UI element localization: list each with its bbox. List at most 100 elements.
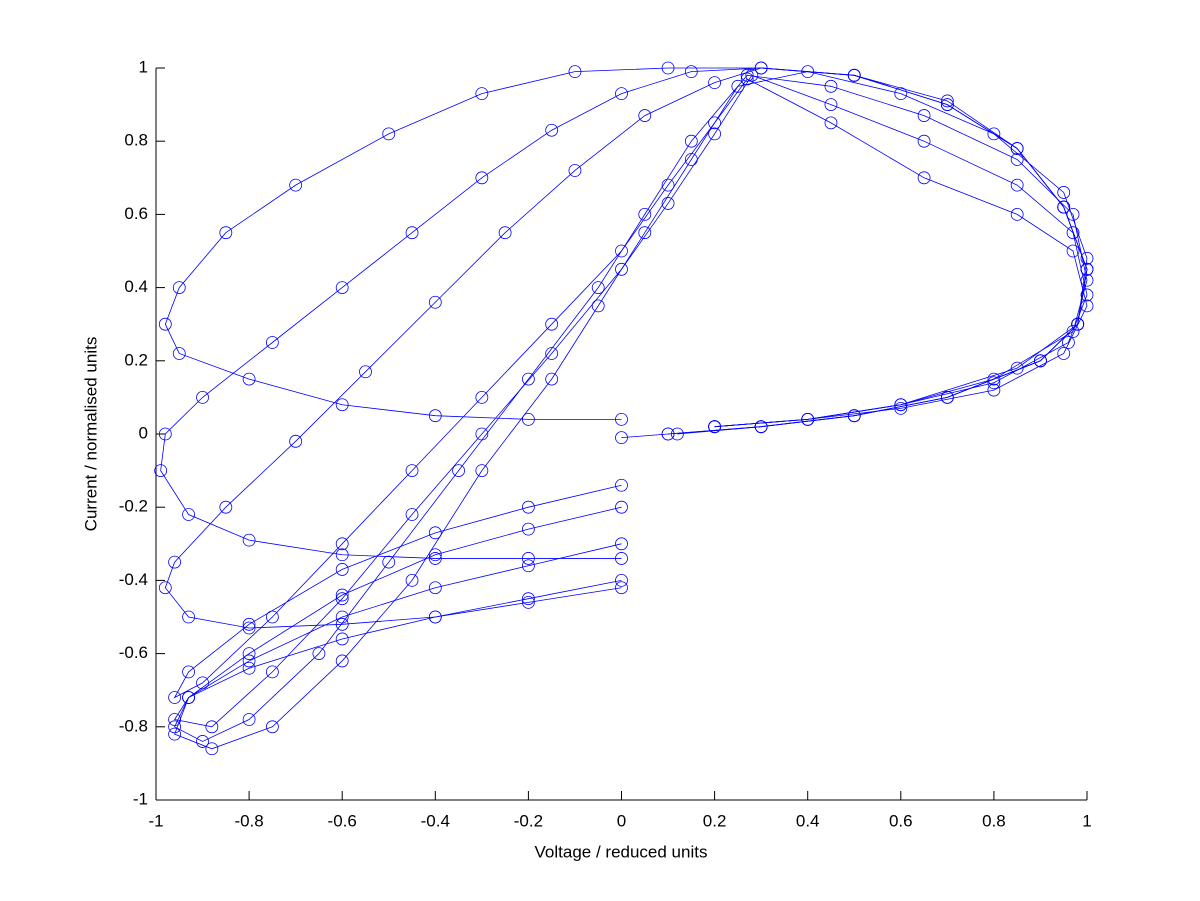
x-tick-label: -0.2 bbox=[514, 811, 543, 830]
marker bbox=[917, 134, 931, 148]
marker bbox=[917, 171, 931, 185]
marker bbox=[335, 610, 349, 624]
x-tick-label: -1 bbox=[148, 811, 163, 830]
y-tick-label: 0.6 bbox=[124, 204, 148, 223]
marker bbox=[745, 68, 759, 82]
marker bbox=[428, 526, 442, 540]
series-line bbox=[174, 74, 1088, 742]
y-tick-label: -0.2 bbox=[119, 497, 148, 516]
marker bbox=[498, 226, 512, 240]
x-tick-label: 0.4 bbox=[796, 811, 820, 830]
marker bbox=[684, 65, 698, 79]
marker bbox=[428, 581, 442, 595]
marker bbox=[661, 178, 675, 192]
marker bbox=[335, 617, 349, 631]
y-tick-label: 0 bbox=[139, 423, 148, 442]
marker bbox=[219, 226, 233, 240]
marker bbox=[917, 109, 931, 122]
marker bbox=[708, 420, 721, 434]
marker bbox=[522, 522, 535, 536]
marker bbox=[168, 691, 182, 704]
marker bbox=[545, 123, 559, 137]
marker bbox=[615, 537, 628, 551]
y-tick-label: 0.4 bbox=[124, 277, 148, 296]
marker bbox=[684, 153, 698, 166]
marker bbox=[1080, 288, 1094, 302]
marker bbox=[615, 431, 628, 445]
marker bbox=[475, 464, 489, 478]
marker bbox=[894, 87, 908, 101]
marker bbox=[894, 398, 908, 412]
x-tick-label: -0.4 bbox=[421, 811, 450, 830]
x-tick-label: 0.8 bbox=[982, 811, 1006, 830]
y-tick-label: 0.8 bbox=[124, 131, 148, 150]
marker bbox=[801, 412, 815, 426]
marker bbox=[205, 720, 219, 734]
marker bbox=[158, 581, 172, 595]
x-tick-label: 0.2 bbox=[703, 811, 727, 830]
marker bbox=[335, 548, 349, 562]
y-tick-label: -0.6 bbox=[119, 643, 148, 662]
marker bbox=[312, 647, 326, 660]
marker bbox=[265, 665, 279, 679]
marker bbox=[740, 68, 754, 82]
marker bbox=[359, 365, 372, 379]
marker bbox=[196, 390, 209, 404]
marker bbox=[824, 116, 838, 130]
marker bbox=[1066, 207, 1080, 221]
x-tick-label: -0.8 bbox=[234, 811, 263, 830]
marker bbox=[172, 281, 186, 295]
marker bbox=[591, 281, 605, 295]
y-axis-label: Current / normalised units bbox=[81, 337, 100, 532]
marker bbox=[615, 87, 628, 101]
marker bbox=[987, 127, 1001, 141]
marker bbox=[522, 559, 535, 573]
marker bbox=[940, 94, 954, 108]
marker bbox=[824, 79, 838, 93]
marker bbox=[182, 691, 195, 704]
marker bbox=[740, 72, 754, 86]
marker bbox=[168, 727, 182, 741]
marker bbox=[661, 427, 675, 441]
marker bbox=[615, 478, 628, 492]
marker bbox=[289, 178, 303, 192]
series-line bbox=[174, 71, 1088, 750]
marker bbox=[168, 720, 182, 734]
marker bbox=[522, 595, 535, 609]
marker bbox=[428, 295, 442, 309]
marker bbox=[801, 65, 815, 79]
marker bbox=[638, 226, 652, 240]
marker bbox=[1057, 200, 1071, 214]
marker bbox=[475, 87, 489, 101]
marker bbox=[591, 299, 605, 313]
marker bbox=[754, 61, 768, 75]
x-tick-label: 0 bbox=[617, 811, 626, 830]
marker bbox=[638, 207, 652, 221]
marker bbox=[522, 412, 535, 426]
marker bbox=[405, 464, 419, 478]
marker bbox=[731, 79, 745, 93]
marker bbox=[242, 617, 256, 631]
marker bbox=[615, 412, 628, 426]
marker bbox=[661, 61, 675, 75]
marker bbox=[1080, 273, 1094, 287]
marker bbox=[182, 610, 195, 624]
marker bbox=[522, 500, 535, 514]
marker bbox=[847, 68, 861, 82]
marker bbox=[615, 500, 628, 514]
marker bbox=[242, 713, 256, 726]
y-tick-label: 1 bbox=[139, 57, 148, 76]
x-tick-label: -0.6 bbox=[328, 811, 357, 830]
marker bbox=[428, 548, 442, 562]
marker bbox=[242, 533, 256, 547]
marker bbox=[242, 647, 256, 660]
y-tick-label: -0.8 bbox=[119, 716, 148, 735]
marker bbox=[428, 409, 442, 423]
marker bbox=[1010, 361, 1024, 375]
marker bbox=[405, 226, 419, 240]
marker bbox=[1080, 299, 1094, 313]
marker bbox=[1057, 347, 1071, 360]
marker bbox=[335, 654, 349, 668]
x-tick-label: 0.6 bbox=[889, 811, 913, 830]
marker bbox=[335, 537, 349, 551]
